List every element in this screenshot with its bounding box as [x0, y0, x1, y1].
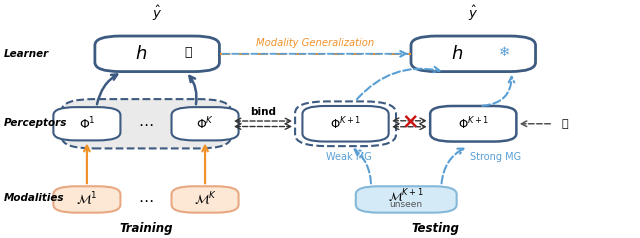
Text: $\mathcal{M}^K$: $\mathcal{M}^K$	[193, 191, 216, 208]
Text: $\Phi^{K+1}$: $\Phi^{K+1}$	[330, 115, 361, 132]
FancyBboxPatch shape	[411, 36, 536, 72]
FancyBboxPatch shape	[303, 106, 388, 142]
FancyBboxPatch shape	[53, 186, 120, 213]
Text: Weak MG: Weak MG	[326, 152, 372, 163]
FancyBboxPatch shape	[295, 101, 396, 146]
Text: Learner: Learner	[4, 49, 49, 59]
FancyBboxPatch shape	[172, 186, 239, 213]
FancyBboxPatch shape	[53, 107, 120, 140]
Text: 🎁: 🎁	[561, 119, 568, 129]
Text: 🔥: 🔥	[184, 46, 191, 59]
Text: Training: Training	[120, 222, 173, 235]
FancyBboxPatch shape	[430, 106, 516, 142]
FancyBboxPatch shape	[172, 107, 239, 140]
Text: $\hat{y}$: $\hat{y}$	[152, 4, 163, 23]
Text: Strong MG: Strong MG	[470, 152, 521, 163]
Text: $\cdots$: $\cdots$	[138, 192, 154, 207]
Text: $\mathcal{M}^{K+1}$: $\mathcal{M}^{K+1}$	[388, 187, 424, 205]
Text: $\mathcal{M}^1$: $\mathcal{M}^1$	[76, 191, 98, 208]
Text: $\Phi^K$: $\Phi^K$	[196, 115, 214, 132]
Text: Perceptors: Perceptors	[4, 118, 67, 128]
Text: $\hat{y}$: $\hat{y}$	[468, 4, 479, 23]
Text: ❄: ❄	[499, 46, 509, 59]
Text: Testing: Testing	[411, 222, 459, 235]
FancyBboxPatch shape	[356, 186, 457, 213]
Text: $\cdots$: $\cdots$	[138, 116, 154, 131]
Text: $\Phi^{K+1}$: $\Phi^{K+1}$	[458, 115, 489, 132]
Text: $\Phi^1$: $\Phi^1$	[79, 115, 95, 132]
FancyBboxPatch shape	[95, 36, 220, 72]
FancyBboxPatch shape	[61, 99, 231, 149]
Text: $\mathbf{\times}$: $\mathbf{\times}$	[401, 113, 418, 133]
Text: bind: bind	[250, 107, 276, 117]
Text: Modality Generalization: Modality Generalization	[256, 38, 374, 48]
Text: unseen: unseen	[390, 200, 423, 209]
Text: $h$: $h$	[135, 45, 147, 63]
Text: Modalities: Modalities	[4, 193, 65, 203]
Text: $h$: $h$	[451, 45, 463, 63]
